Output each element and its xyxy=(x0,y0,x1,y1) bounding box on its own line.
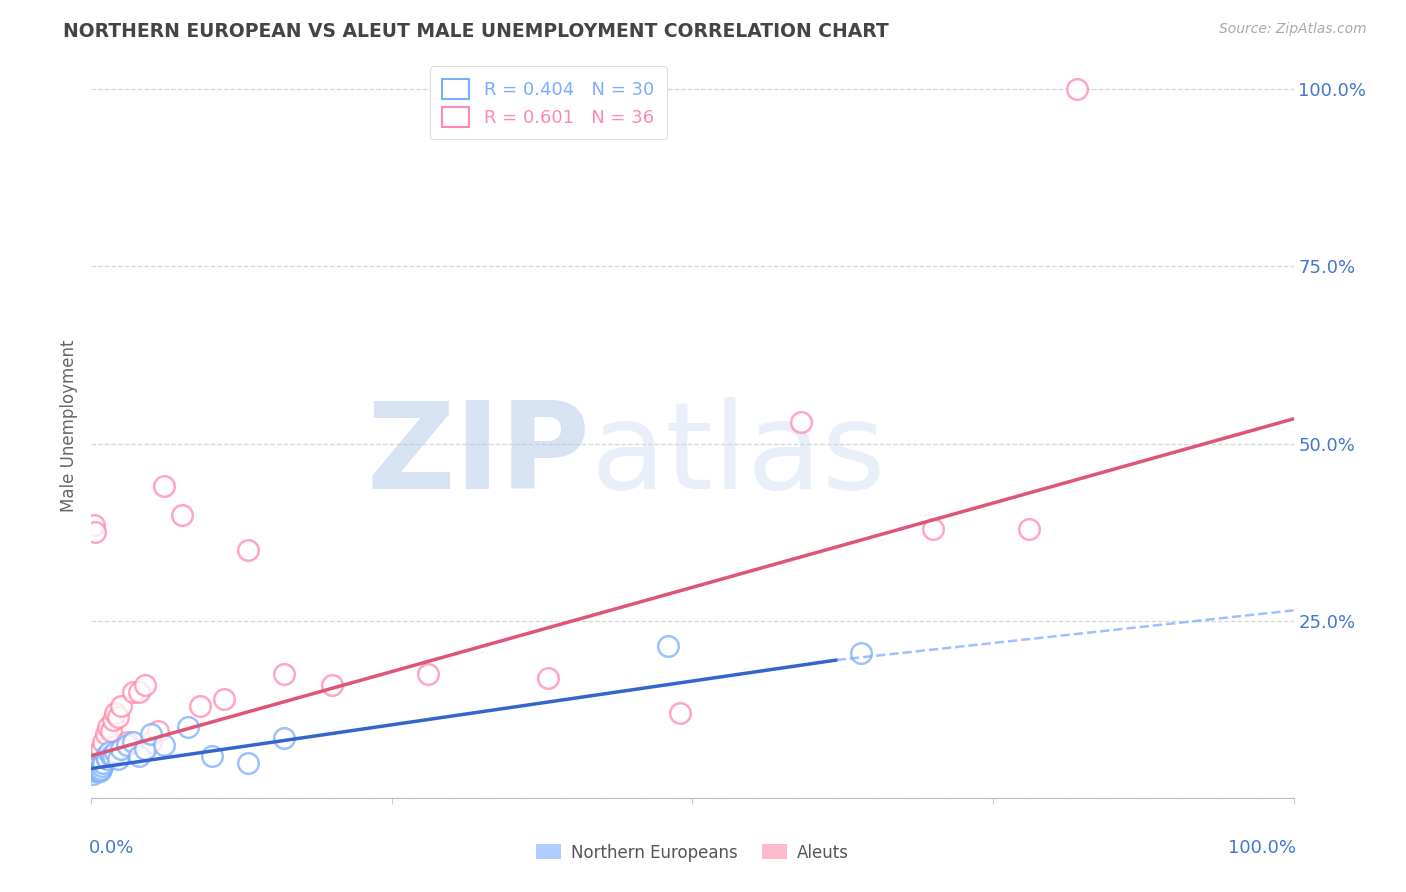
Point xyxy=(82,763,104,777)
Point xyxy=(110,699,132,714)
Point xyxy=(89,764,111,779)
Point xyxy=(101,714,124,728)
Point xyxy=(86,756,108,770)
Point xyxy=(90,741,112,756)
Text: 100.0%: 100.0% xyxy=(1227,839,1296,857)
Point xyxy=(122,734,145,748)
Point xyxy=(236,543,259,558)
Point xyxy=(89,745,111,759)
Point xyxy=(110,741,132,756)
Point xyxy=(273,731,295,745)
Point xyxy=(146,723,169,738)
Point xyxy=(416,667,439,681)
Text: NORTHERN EUROPEAN VS ALEUT MALE UNEMPLOYMENT CORRELATION CHART: NORTHERN EUROPEAN VS ALEUT MALE UNEMPLOY… xyxy=(63,22,889,41)
Point xyxy=(94,727,117,741)
Point xyxy=(273,667,295,681)
Point xyxy=(657,639,679,653)
Point xyxy=(101,748,124,763)
Point xyxy=(83,518,105,533)
Point xyxy=(86,760,108,774)
Point xyxy=(84,762,107,776)
Point xyxy=(104,745,127,759)
Point xyxy=(91,759,114,773)
Point xyxy=(236,756,259,770)
Point xyxy=(141,727,163,741)
Point xyxy=(100,723,122,738)
Point xyxy=(152,738,174,752)
Point xyxy=(93,734,115,748)
Point xyxy=(201,748,224,763)
Point xyxy=(83,763,105,777)
Point xyxy=(107,710,129,724)
Y-axis label: Male Unemployment: Male Unemployment xyxy=(59,340,77,512)
Point xyxy=(789,416,811,430)
Point xyxy=(93,756,115,770)
Point xyxy=(87,763,110,777)
Point xyxy=(128,685,150,699)
Point xyxy=(128,748,150,763)
Point xyxy=(90,762,112,776)
Text: ZIP: ZIP xyxy=(367,397,591,514)
Point xyxy=(117,738,139,752)
Point xyxy=(669,706,692,721)
Legend: Northern Europeans, Aleuts: Northern Europeans, Aleuts xyxy=(529,837,856,868)
Point xyxy=(84,759,107,773)
Point xyxy=(134,678,156,692)
Point xyxy=(922,522,945,536)
Point xyxy=(87,748,110,763)
Point xyxy=(82,766,104,780)
Point xyxy=(141,734,163,748)
Point xyxy=(117,734,139,748)
Point xyxy=(212,692,235,706)
Text: atlas: atlas xyxy=(591,397,886,514)
Point xyxy=(849,646,872,660)
Point xyxy=(122,685,145,699)
Point xyxy=(152,479,174,493)
Point xyxy=(100,748,122,763)
Point xyxy=(107,752,129,766)
Point xyxy=(94,748,117,763)
Point xyxy=(96,752,118,766)
Point xyxy=(97,720,120,734)
Point xyxy=(134,741,156,756)
Point xyxy=(98,745,121,759)
Point xyxy=(176,720,198,734)
Point xyxy=(170,508,193,522)
Point xyxy=(321,678,343,692)
Point xyxy=(84,764,107,779)
Point xyxy=(188,699,211,714)
Point xyxy=(104,706,127,721)
Point xyxy=(1066,82,1088,96)
Text: 0.0%: 0.0% xyxy=(89,839,135,857)
Point xyxy=(84,525,107,540)
Text: Source: ZipAtlas.com: Source: ZipAtlas.com xyxy=(1219,22,1367,37)
Point xyxy=(537,671,560,685)
Point xyxy=(1018,522,1040,536)
